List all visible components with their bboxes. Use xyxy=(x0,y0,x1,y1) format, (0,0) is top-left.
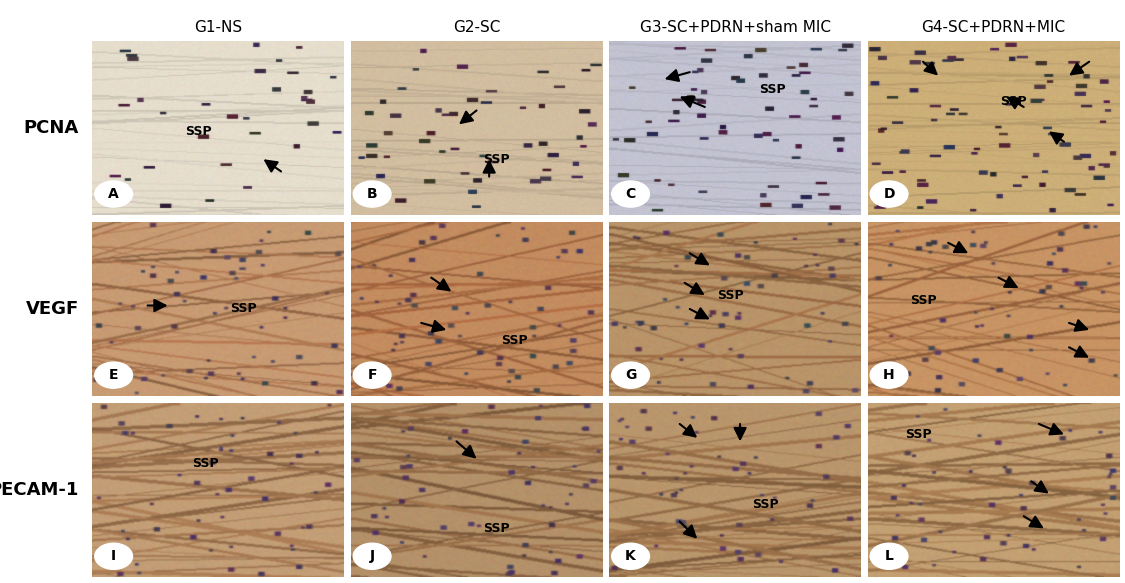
Text: PECAM-1: PECAM-1 xyxy=(0,481,79,499)
Text: SSP: SSP xyxy=(184,125,212,138)
Text: SSP: SSP xyxy=(717,289,744,301)
Text: SSP: SSP xyxy=(192,458,219,470)
Text: SSP: SSP xyxy=(484,522,510,535)
Text: L: L xyxy=(884,549,893,563)
Text: SSP: SSP xyxy=(1000,95,1027,108)
Text: G4-SC+PDRN+MIC: G4-SC+PDRN+MIC xyxy=(921,20,1065,35)
Circle shape xyxy=(612,543,649,570)
Circle shape xyxy=(353,181,392,207)
Circle shape xyxy=(612,181,649,207)
Text: G3-SC+PDRN+sham MIC: G3-SC+PDRN+sham MIC xyxy=(639,20,830,35)
Circle shape xyxy=(94,181,133,207)
Text: E: E xyxy=(109,368,118,382)
Text: J: J xyxy=(369,549,375,563)
Text: SSP: SSP xyxy=(752,497,778,511)
Text: G1-NS: G1-NS xyxy=(193,20,242,35)
Text: SSP: SSP xyxy=(229,303,256,315)
Text: G2-SC: G2-SC xyxy=(453,20,501,35)
Text: B: B xyxy=(367,187,377,201)
Text: SSP: SSP xyxy=(484,153,510,166)
Text: D: D xyxy=(883,187,894,201)
Text: F: F xyxy=(368,368,377,382)
Text: I: I xyxy=(111,549,116,563)
Circle shape xyxy=(94,362,133,388)
Text: SSP: SSP xyxy=(910,294,936,307)
Text: G: G xyxy=(624,368,637,382)
Text: SSP: SSP xyxy=(759,83,786,96)
Circle shape xyxy=(870,543,908,570)
Circle shape xyxy=(612,362,649,388)
Text: VEGF: VEGF xyxy=(26,300,79,318)
Text: C: C xyxy=(626,187,636,201)
Circle shape xyxy=(353,543,392,570)
Text: H: H xyxy=(883,368,894,382)
Text: A: A xyxy=(108,187,119,201)
Text: PCNA: PCNA xyxy=(24,119,79,137)
Circle shape xyxy=(870,181,908,207)
Circle shape xyxy=(94,543,133,570)
Circle shape xyxy=(870,362,908,388)
Circle shape xyxy=(353,362,392,388)
Text: SSP: SSP xyxy=(904,428,931,441)
Text: K: K xyxy=(626,549,636,563)
Text: SSP: SSP xyxy=(501,334,528,347)
